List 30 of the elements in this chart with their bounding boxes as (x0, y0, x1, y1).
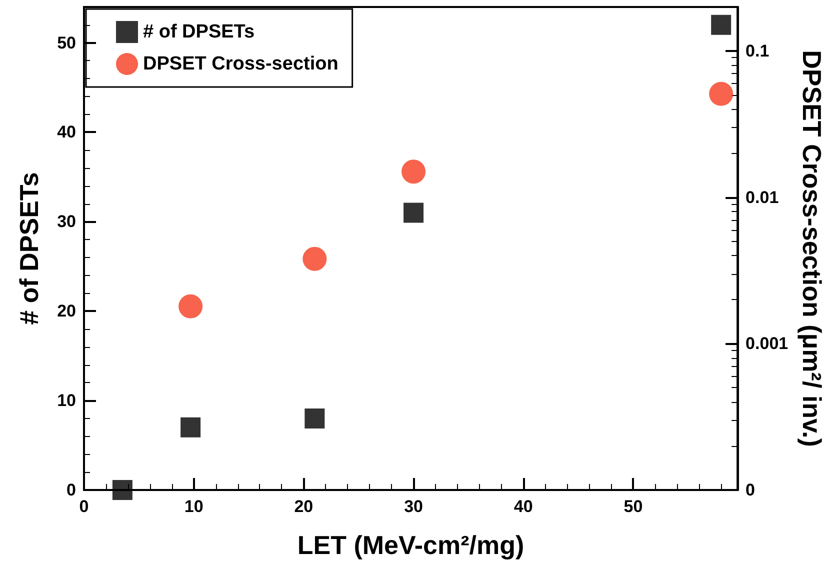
point (711, 14, 732, 35)
point (302, 246, 327, 271)
y-tick-label: 50 (57, 33, 76, 52)
y-axis-title: # of DPSETs (14, 172, 44, 325)
x-tick-label: 10 (184, 497, 204, 516)
point (402, 160, 426, 184)
x-axis-title: LET (MeV-cm²/mg) (297, 530, 524, 560)
point (112, 480, 132, 500)
y2-tick-label: 0.01 (746, 188, 779, 207)
y-tick-label: 30 (57, 212, 76, 232)
legend-label: DPSET Cross-section (143, 54, 338, 74)
y2-tick-label: 0.1 (746, 42, 770, 61)
point (180, 417, 201, 438)
x-tick-label: 30 (404, 497, 423, 516)
x-tick-label: 40 (514, 497, 533, 516)
y2-tick-label: 0 (746, 480, 756, 500)
y-tick-label: 40 (57, 122, 76, 142)
point (304, 408, 325, 428)
point (178, 294, 203, 318)
y2-tick-label: 0.001 (746, 334, 788, 354)
point (404, 202, 424, 223)
legend-label: # of DPSETs (143, 22, 255, 42)
x-tick-label: 50 (624, 497, 643, 516)
y-tick-label: 20 (57, 302, 76, 321)
point (709, 82, 734, 106)
y-tick-label: 10 (57, 391, 76, 410)
y2-axis-title: DPSET Cross-section (μm²/ inv.) (797, 50, 827, 447)
x-tick-label: 0 (79, 497, 89, 516)
x-tick-label: 20 (294, 497, 314, 516)
y-tick-label: 0 (66, 480, 76, 500)
